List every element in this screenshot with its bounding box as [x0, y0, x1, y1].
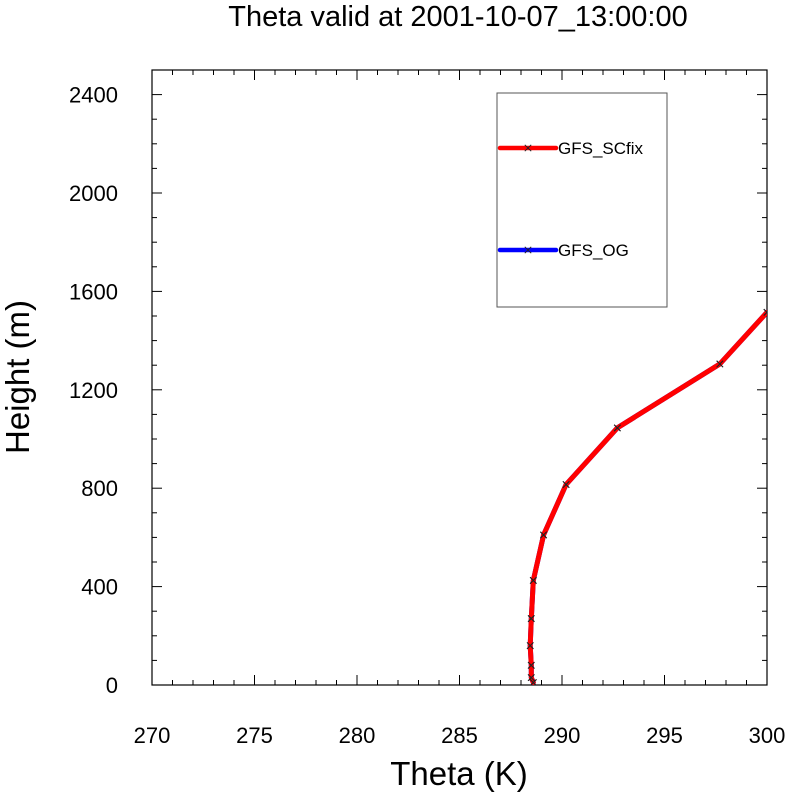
- x-tick-label: 275: [236, 723, 273, 748]
- legend-box: [496, 92, 668, 308]
- data-point-gfs-scfix: [527, 615, 535, 623]
- y-axis-label: Height (m): [0, 300, 36, 454]
- data-point-gfs-scfix: [716, 360, 724, 368]
- x-tick-label: 290: [544, 723, 581, 748]
- y-tick-label: 1600: [69, 279, 118, 304]
- y-tick-labels: 0 400 800 1200 1600 2000 2400: [69, 83, 118, 698]
- x-tick-label: 280: [339, 723, 376, 748]
- legend-marker: [524, 246, 532, 254]
- y-tick-label: 1200: [69, 378, 118, 403]
- data-point-gfs-scfix: [527, 674, 535, 682]
- chart-title: Theta valid at 2001-10-07_13:00:00: [228, 1, 688, 33]
- data-point-gfs-scfix: [526, 642, 534, 650]
- y-tick-label: 2400: [69, 83, 118, 108]
- x-tick-label: 300: [749, 723, 786, 748]
- x-tick-label: 285: [441, 723, 478, 748]
- y-tick-label: 800: [81, 476, 118, 501]
- series-line-gfs-og: [527, 309, 767, 685]
- legend-label-gfs-scfix: GFS_SCfix: [558, 139, 644, 158]
- data-point-gfs-scfix: [527, 661, 535, 669]
- data-series: [526, 308, 767, 685]
- legend-items: GFS_SCfix GFS_OG: [497, 139, 644, 260]
- y-tick-label: 2000: [69, 181, 118, 206]
- axis-ticks: [151, 69, 768, 686]
- data-point-gfs-scfix: [613, 424, 621, 432]
- legend: GFS_SCfix GFS_OG: [496, 92, 668, 308]
- x-tick-label: 295: [646, 723, 683, 748]
- x-tick-labels: 270 275 280 285 290 295 300: [134, 723, 786, 748]
- data-point-gfs-scfix: [529, 678, 537, 685]
- plot-area-frame: [151, 69, 768, 686]
- data-point-gfs-scfix: [562, 480, 570, 489]
- legend-marker: [524, 144, 532, 152]
- y-tick-label: 400: [81, 575, 118, 600]
- x-tick-label: 270: [134, 723, 171, 748]
- x-axis-label: Theta (K): [390, 755, 528, 792]
- data-point-gfs-scfix: [763, 308, 767, 316]
- data-point-gfs-scfix: [529, 576, 537, 585]
- y-tick-label: 0: [106, 673, 118, 698]
- data-point-gfs-scfix: [539, 531, 548, 539]
- legend-label-gfs-og: GFS_OG: [558, 241, 629, 260]
- series-line-gfs-scfix: [527, 309, 767, 685]
